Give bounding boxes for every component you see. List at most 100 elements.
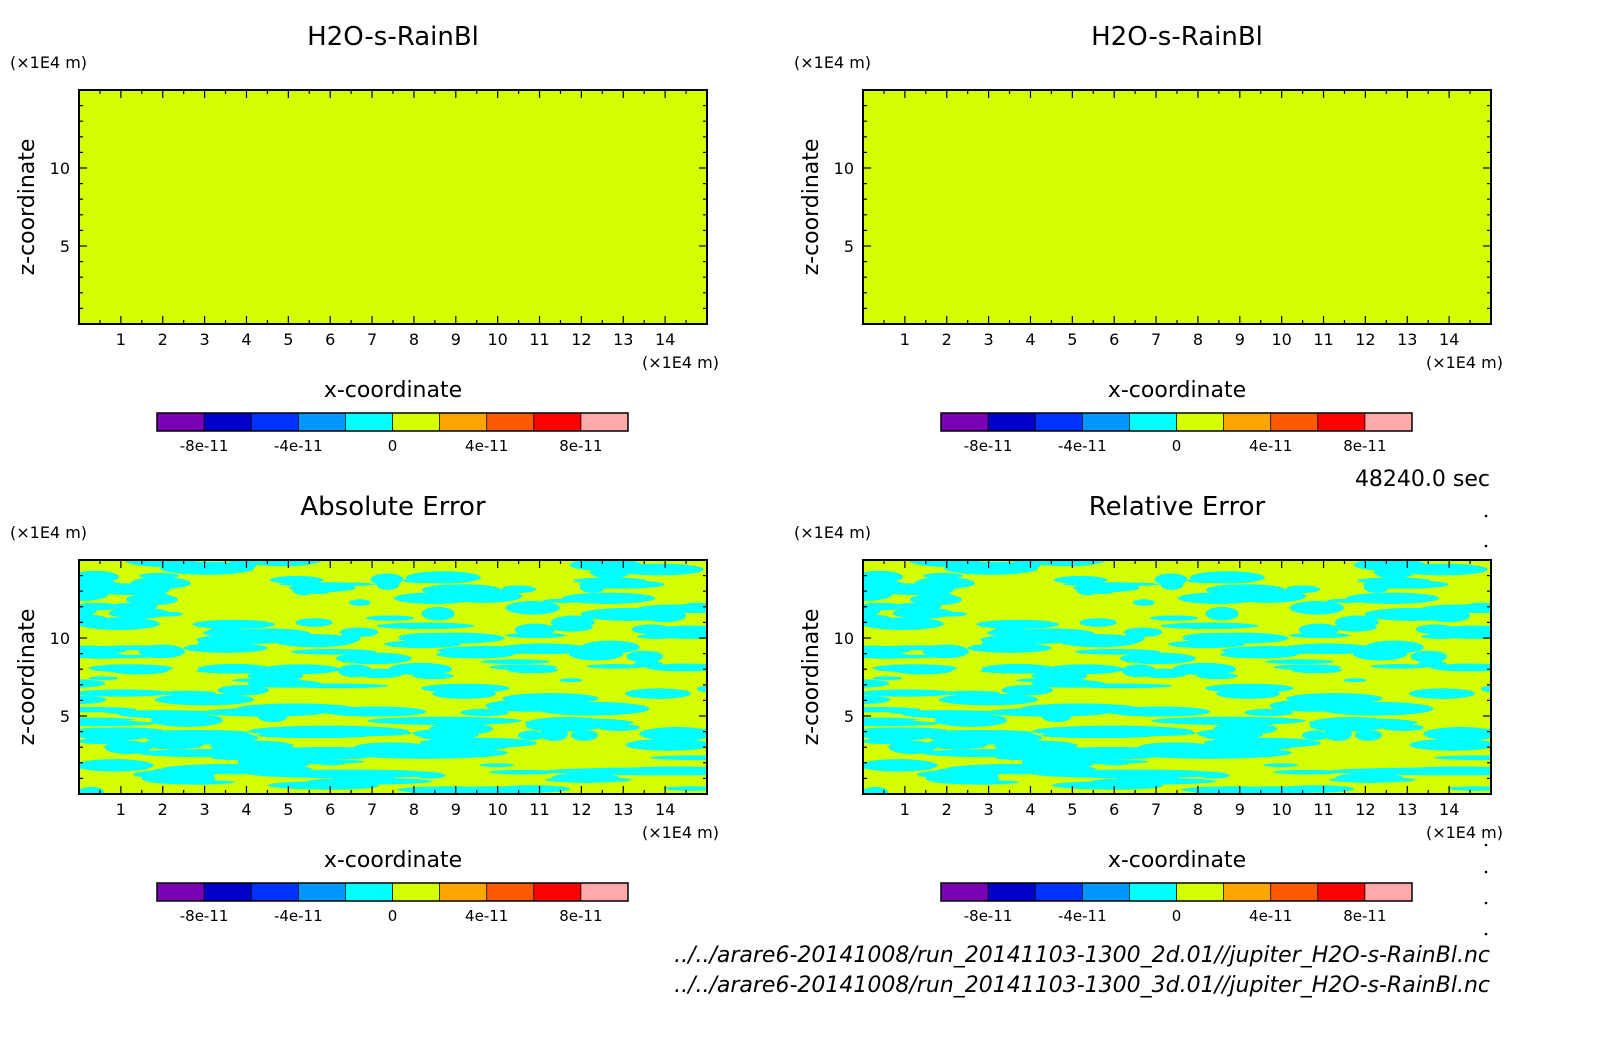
z-unit-label: (×1E4 m) (10, 53, 87, 72)
error-blob (863, 570, 903, 583)
z-tick-label: 5 (60, 707, 70, 726)
error-blob (124, 560, 199, 567)
x-unit-label: (×1E4 m) (1426, 353, 1503, 372)
z-axis-label: z-coordinate (799, 609, 824, 746)
error-blob (1428, 742, 1465, 751)
error-blob (387, 667, 409, 675)
field-background (79, 90, 707, 324)
colorbar-swatch (1270, 413, 1318, 431)
error-blob (365, 615, 415, 621)
x-tick-label: 13 (613, 330, 633, 349)
error-blob (502, 693, 599, 704)
error-blob (1121, 664, 1157, 678)
x-tick-label: 6 (1109, 330, 1119, 349)
x-unit-label: (×1E4 m) (642, 823, 719, 842)
error-blob (1160, 622, 1259, 630)
error-blob (79, 717, 134, 723)
error-blob (217, 684, 269, 696)
error-blob (531, 648, 579, 654)
error-blob (1052, 781, 1161, 790)
margin-dot (1484, 870, 1488, 874)
error-blob (872, 676, 903, 681)
z-tick-label: 10 (834, 629, 854, 648)
error-blob (197, 663, 271, 674)
x-tick-label: 8 (409, 330, 419, 349)
x-tick-label: 2 (942, 330, 952, 349)
error-blob (1026, 560, 1106, 567)
x-tick-label: 1 (116, 800, 126, 819)
error-blob (1079, 618, 1117, 627)
error-blob (976, 619, 1060, 629)
panel-4: Relative Error(×1E4 m)1 2 3 4 5 6 7 8 9 10 11 12 13 1… (794, 492, 1503, 925)
error-blob (398, 632, 463, 643)
error-blob (863, 759, 938, 772)
error-blob (551, 772, 619, 784)
error-blob (79, 613, 110, 627)
error-blob (162, 779, 235, 785)
x-axis-label: x-coordinate (1108, 848, 1246, 873)
error-blob (315, 759, 347, 766)
colorbar-swatch (533, 413, 581, 431)
margin-dot (1484, 843, 1488, 847)
error-blob (307, 589, 330, 595)
x-tick-label: 7 (367, 330, 377, 349)
error-blob (910, 594, 962, 606)
x-tick-label: 4 (1025, 800, 1035, 819)
error-blob (578, 580, 665, 589)
error-blob (505, 601, 560, 615)
error-blob (376, 578, 400, 590)
error-blob (1119, 652, 1196, 665)
error-blob (581, 640, 640, 654)
error-field (863, 560, 1491, 794)
x-tick-label: 14 (1439, 330, 1459, 349)
x-tick-label: 1 (900, 800, 910, 819)
colorbar-swatch (1364, 883, 1412, 901)
x-tick-label: 2 (158, 800, 168, 819)
error-blob (1362, 580, 1449, 589)
error-blob (1244, 708, 1293, 717)
x-tick-label: 3 (984, 800, 994, 819)
z-tick-label: 5 (844, 237, 854, 256)
error-band (1126, 747, 1292, 759)
z-tick-label: 5 (60, 237, 70, 256)
colorbar-swatch (251, 883, 299, 901)
colorbar-swatch (157, 883, 205, 901)
colorbar-swatch (1364, 413, 1412, 431)
colorbar-swatch (439, 883, 487, 901)
colorbar-swatch (345, 413, 393, 431)
colorbar-swatch (1035, 413, 1083, 431)
x-tick-label: 5 (283, 330, 293, 349)
colorbar-swatch (1317, 883, 1365, 901)
error-blob (79, 787, 105, 794)
error-blob (421, 606, 455, 621)
error-blob (863, 727, 948, 734)
error-blob (535, 706, 627, 711)
error-blob (946, 779, 1019, 785)
error-blob (586, 664, 645, 669)
error-blob (1031, 671, 1088, 681)
x-tick-label: 11 (529, 330, 549, 349)
colorbar-label: -4e-11 (1058, 437, 1107, 455)
colorbar-swatch (392, 883, 440, 901)
z-unit-label: (×1E4 m) (794, 523, 871, 542)
error-blob (1074, 649, 1161, 655)
colorbar-label: 0 (388, 437, 398, 455)
x-tick-label: 12 (571, 330, 591, 349)
x-tick-label: 9 (451, 800, 461, 819)
colorbar-swatch (1223, 883, 1271, 901)
field-background (863, 90, 1491, 324)
error-blob (1335, 772, 1403, 784)
error-blob (1171, 667, 1193, 675)
x-tick-label: 6 (325, 330, 335, 349)
error-blob (432, 688, 496, 699)
colorbar-swatch (533, 883, 581, 901)
error-blob (864, 652, 910, 659)
colorbar-swatch (941, 413, 989, 431)
colorbar-label: 0 (1172, 437, 1182, 455)
colorbar-swatch (439, 413, 487, 431)
colorbar-swatch (580, 883, 628, 901)
error-blob (642, 625, 707, 639)
error-blob (1430, 663, 1491, 672)
error-blob (1182, 632, 1247, 643)
colorbar-swatch (345, 883, 393, 901)
